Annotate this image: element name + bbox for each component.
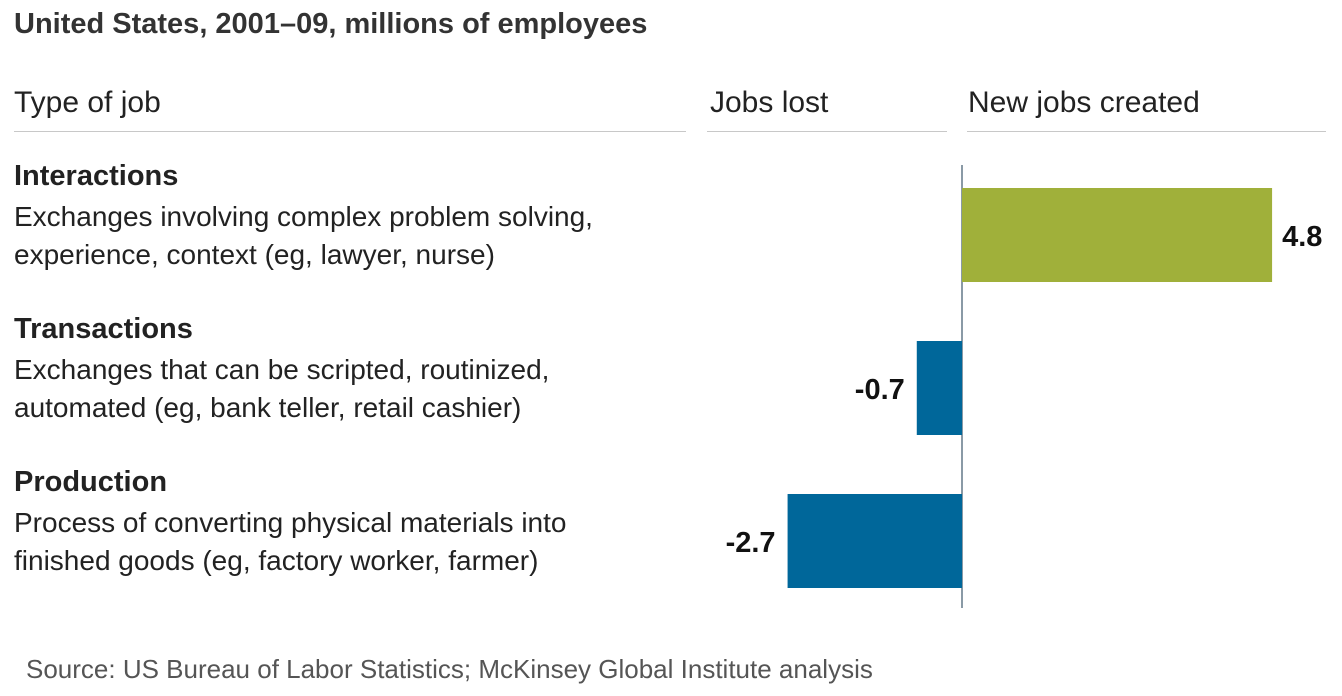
chart-subtitle: United States, 2001–09, millions of empl… bbox=[14, 8, 648, 40]
row-desc-transactions-line1: Exchanges that can be scripted, routiniz… bbox=[14, 354, 550, 385]
bar-interactions bbox=[962, 188, 1273, 282]
row-desc-production-line1: Process of converting physical materials… bbox=[14, 507, 567, 538]
row-desc-production-line2: finished goods (eg, factory worker, farm… bbox=[14, 545, 539, 576]
bar-production bbox=[787, 494, 962, 588]
row-desc-interactions-line1: Exchanges involving complex problem solv… bbox=[14, 201, 593, 232]
header-rule-type bbox=[14, 131, 686, 132]
header-rule-lost bbox=[707, 131, 947, 132]
value-label-transactions: -0.7 bbox=[855, 374, 905, 406]
header-new-jobs-created: New jobs created bbox=[968, 86, 1200, 119]
header-jobs-lost: Jobs lost bbox=[710, 86, 829, 119]
row-title-production: Production bbox=[14, 466, 168, 498]
value-label-production: -2.7 bbox=[726, 527, 776, 559]
row-desc-interactions-line2: experience, context (eg, lawyer, nurse) bbox=[14, 239, 495, 270]
bar-transactions bbox=[916, 341, 962, 435]
value-label-interactions: 4.8 bbox=[1282, 221, 1322, 253]
header-rule-created bbox=[967, 131, 1326, 132]
header-type-of-job: Type of job bbox=[14, 86, 161, 119]
row-desc-transactions-line2: automated (eg, bank teller, retail cashi… bbox=[14, 392, 522, 423]
row-title-transactions: Transactions bbox=[14, 313, 193, 345]
row-title-interactions: Interactions bbox=[14, 160, 179, 192]
source-note: Source: US Bureau of Labor Statistics; M… bbox=[26, 654, 873, 684]
